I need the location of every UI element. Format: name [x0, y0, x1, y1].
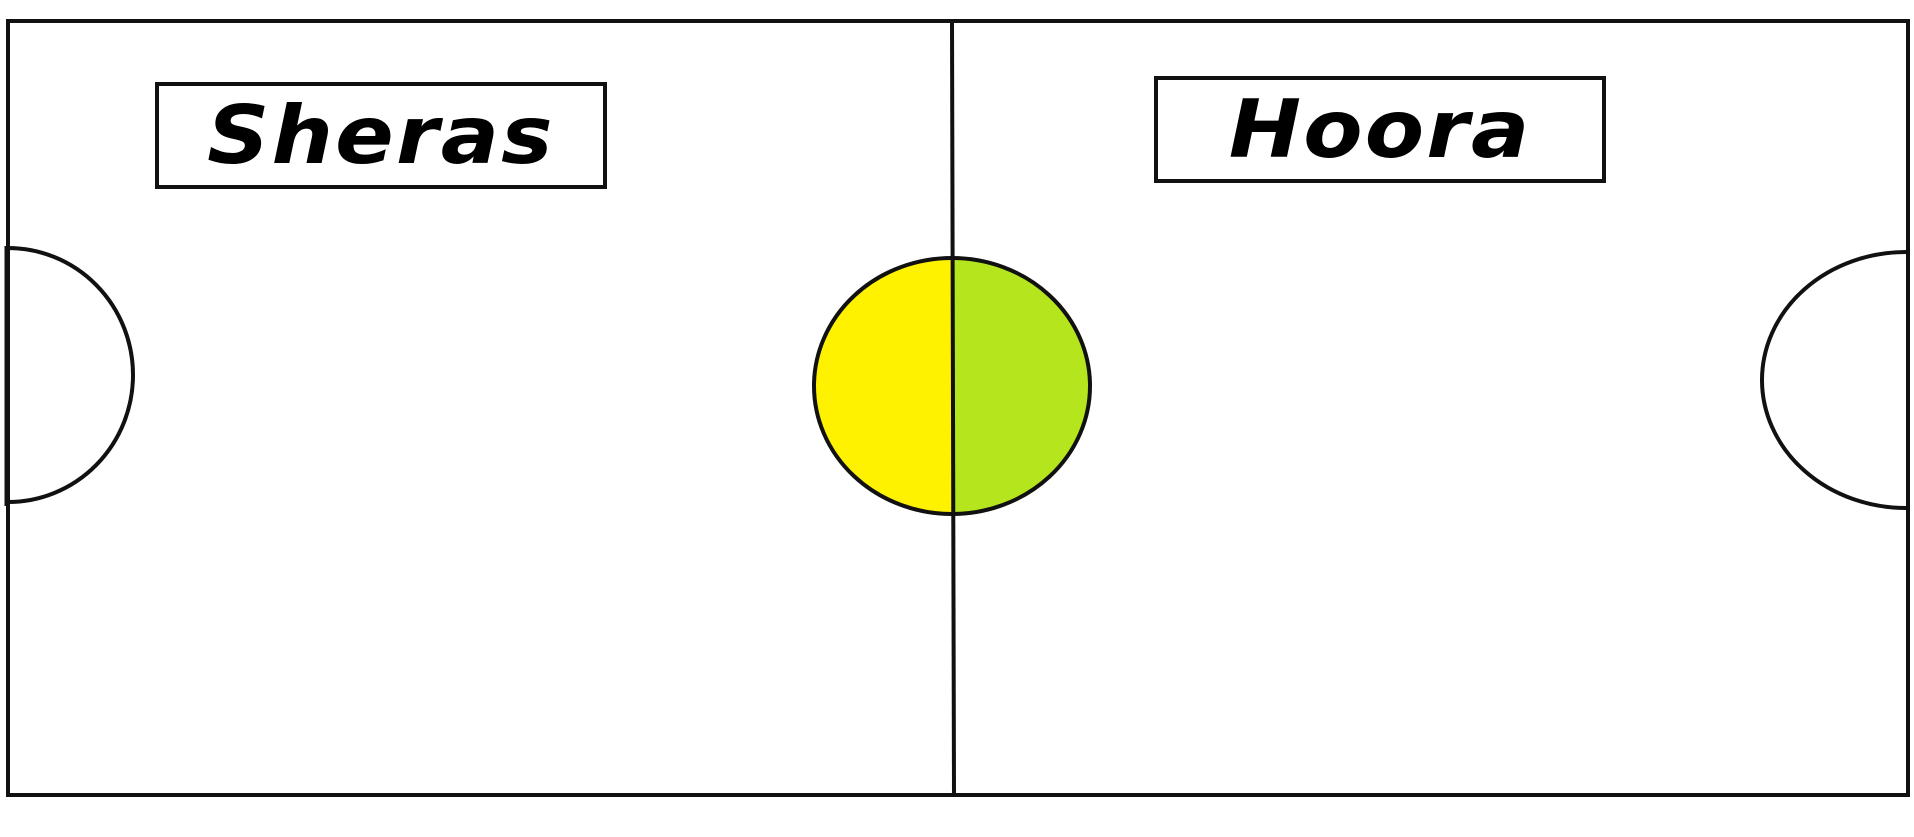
- field-boundary: [6, 19, 1910, 797]
- team-name-right: Hoora: [1228, 82, 1532, 176]
- team-name-box-right: Hoora: [1154, 76, 1606, 183]
- center-circle-right-half: [952, 258, 1090, 514]
- left-goal-arc: [7, 246, 135, 504]
- team-name-left: Sheras: [207, 88, 555, 182]
- team-name-box-left: Sheras: [155, 82, 607, 189]
- center-circle-left-half: [814, 258, 952, 514]
- halfway-line: [950, 20, 956, 796]
- right-goal-arc: [1760, 250, 1907, 510]
